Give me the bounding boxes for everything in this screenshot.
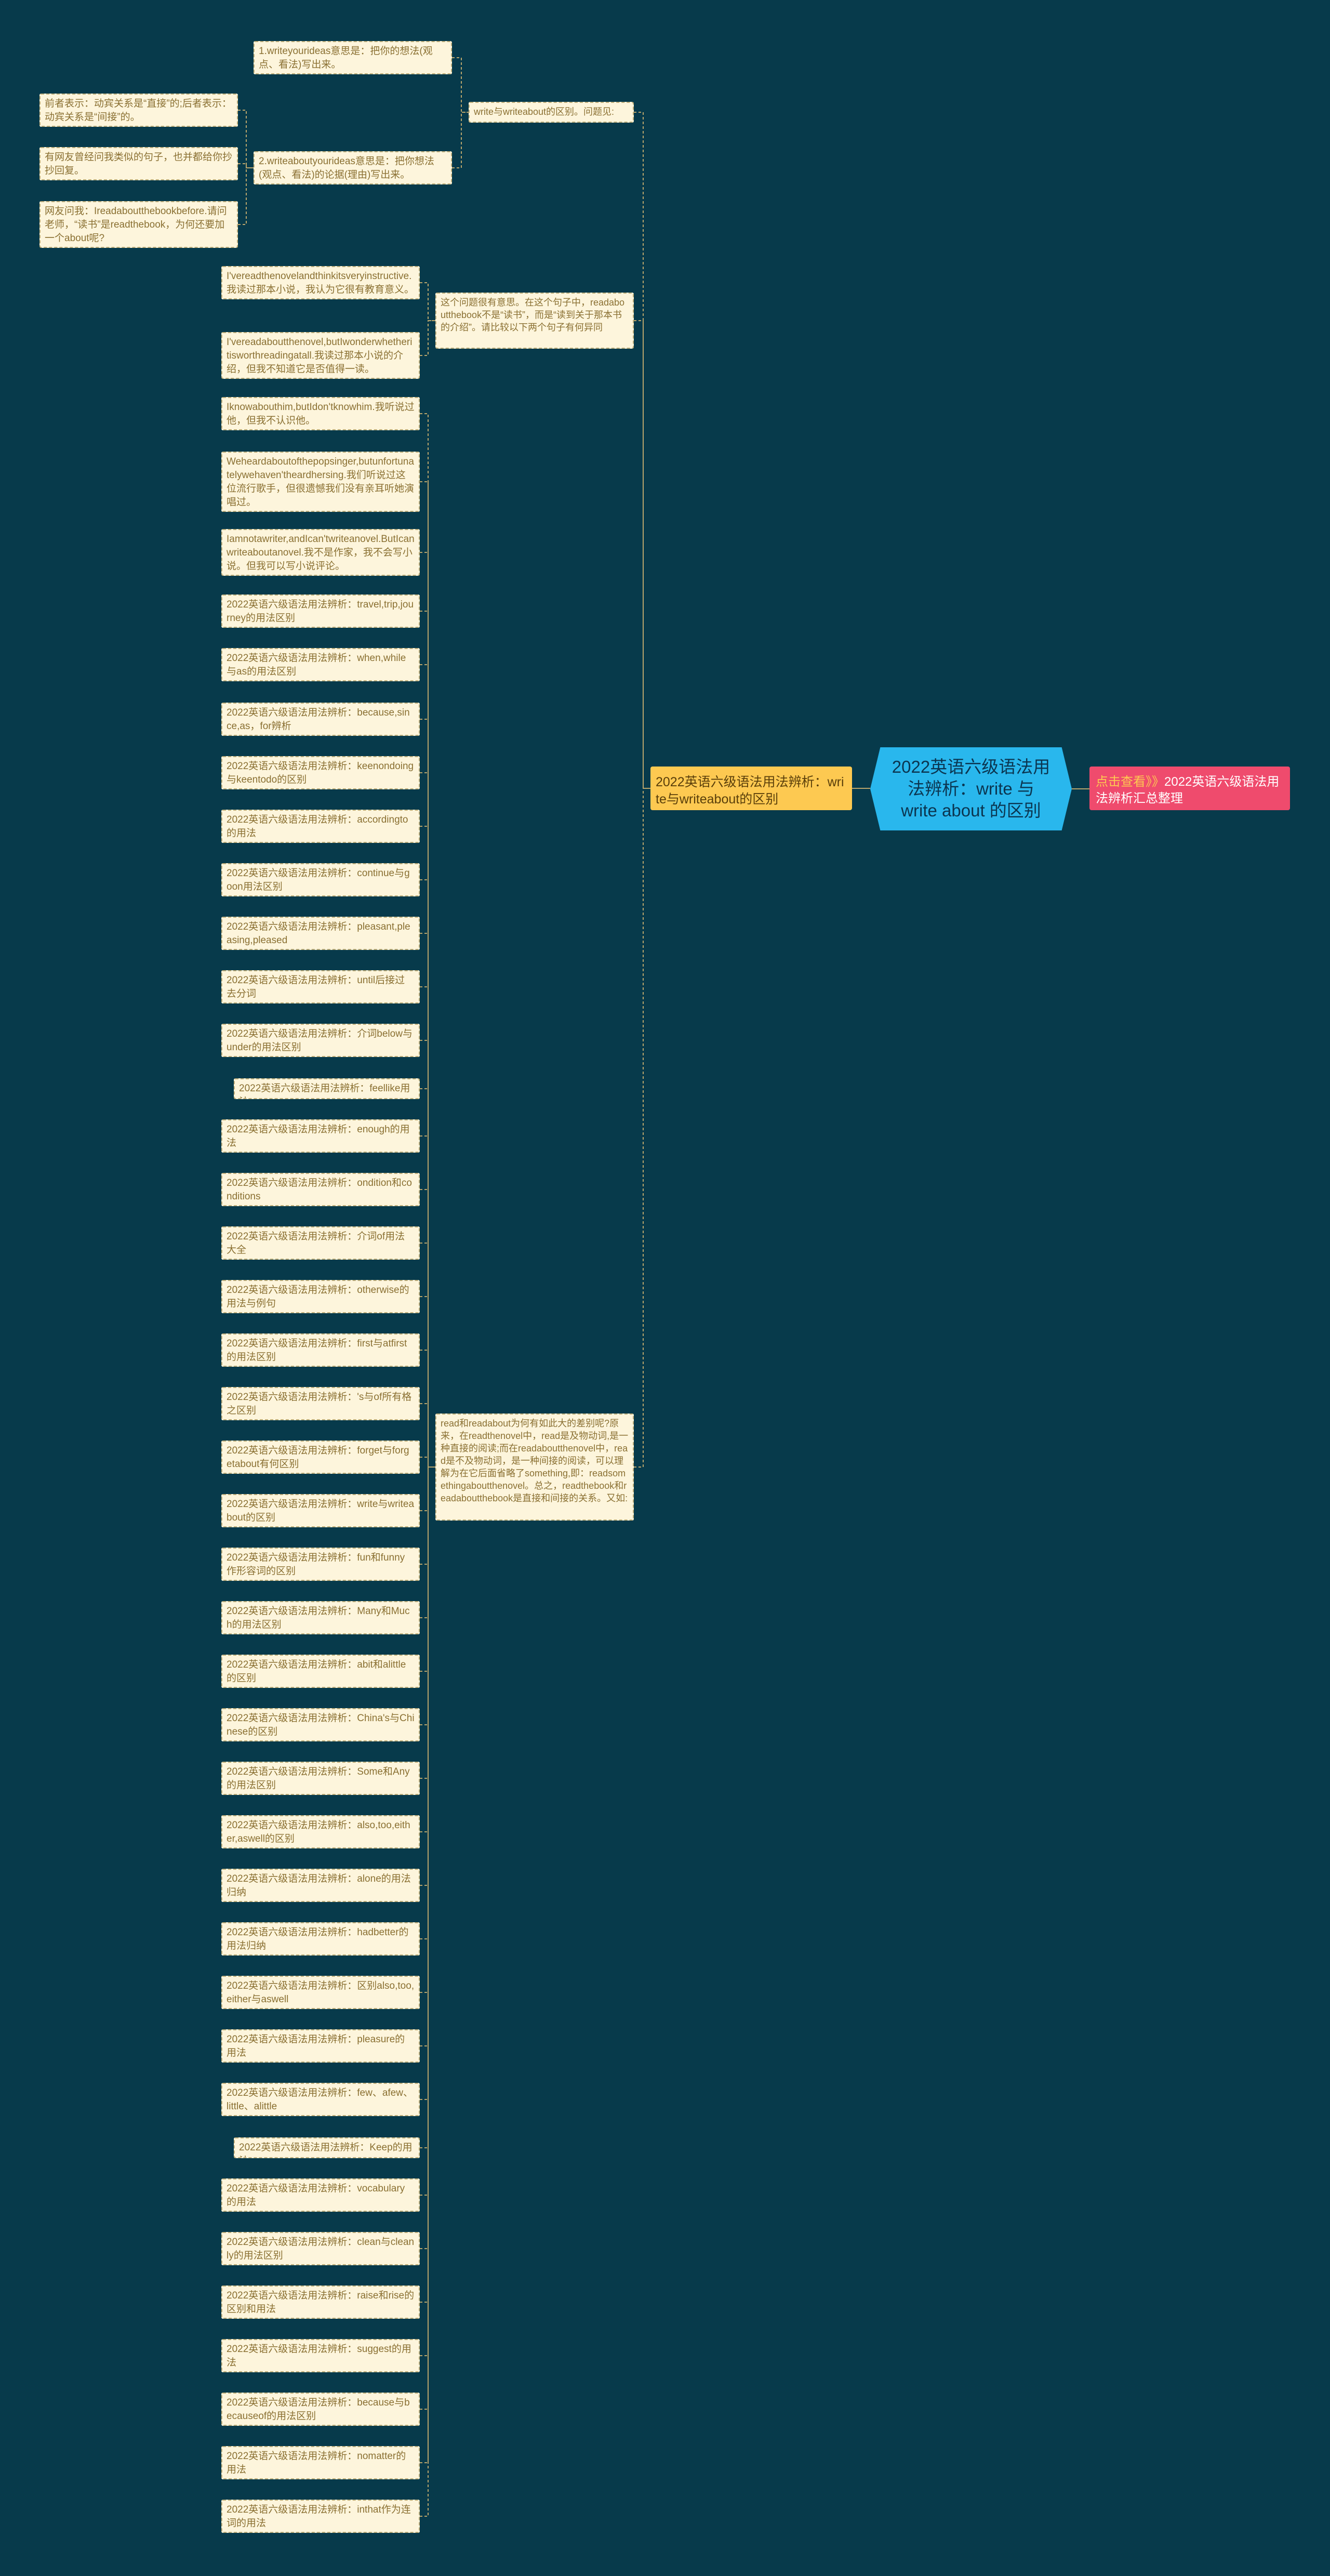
leaf-node-22[interactable]: 2022英语六级语法用法辨析：ondition和conditions bbox=[221, 1173, 420, 1206]
leaf-node-34[interactable]: 2022英语六级语法用法辨析：also,too,either,aswell的区别 bbox=[221, 1815, 420, 1848]
leaf-node-14[interactable]: 2022英语六级语法用法辨析：keenondoing与keentodo的区别 bbox=[221, 756, 420, 789]
leaf-node-33[interactable]: 2022英语六级语法用法辨析：Some和Any的用法区别 bbox=[221, 1762, 420, 1795]
leaf-node-46[interactable]: 2022英语六级语法用法辨析：nomatter的用法 bbox=[221, 2446, 420, 2479]
connector-27 bbox=[420, 1350, 435, 1468]
leaf-node-3[interactable]: 有网友曾经问我类似的句子，也并都给你抄抄回复。 bbox=[39, 147, 238, 180]
leaf-node-30[interactable]: 2022英语六级语法用法辨析：Many和Much的用法区别 bbox=[221, 1601, 420, 1634]
connector-0 bbox=[634, 112, 650, 789]
leaf-node-12[interactable]: 2022英语六级语法用法辨析：when,while与as的用法区别 bbox=[221, 648, 420, 681]
leaf-node-5[interactable]: 网友问我：Ireadaboutthebookbefore.请问老师，“读书”是r… bbox=[39, 201, 238, 248]
connector-7 bbox=[238, 167, 254, 225]
leaf-node-26[interactable]: 2022英语六级语法用法辨析：'s与of所有格之区别 bbox=[221, 1387, 420, 1420]
leaf-node-28[interactable]: 2022英语六级语法用法辨析：write与writeabout的区别 bbox=[221, 1494, 420, 1527]
leaf-node-8[interactable]: Iknowabouthim,butIdon'tknowhim.我听说过他，但我不… bbox=[221, 397, 420, 430]
leaf-node-47[interactable]: 2022英语六级语法用法辨析：inthat作为连词的用法 bbox=[221, 2500, 420, 2533]
leaf-node-27[interactable]: 2022英语六级语法用法辨析：forget与forgetabout有何区别 bbox=[221, 1441, 420, 1474]
leaf-node-10[interactable]: Iamnotawriter,andIcan'twriteanovel.ButIc… bbox=[221, 529, 420, 576]
mid-node-readabout-explanation[interactable]: 这个问题很有意思。在这个句子中，readaboutthebook不是“读书”，而… bbox=[435, 293, 634, 349]
leaf-node-20[interactable]: 2022英语六级语法用法辨析：feellike用法 bbox=[234, 1078, 420, 1099]
summary-link-arrow: 点击查看》》 bbox=[1096, 775, 1164, 789]
leaf-node-11[interactable]: 2022英语六级语法用法辨析：travel,trip,journey的用法区别 bbox=[221, 595, 420, 628]
leaf-node-37[interactable]: 2022英语六级语法用法辨析：区别also,too,either与aswell bbox=[221, 1976, 420, 2009]
leaf-node-9[interactable]: Weheardaboutofthepopsinger,butunfortunat… bbox=[221, 452, 420, 512]
connector-2 bbox=[634, 788, 650, 1468]
connector-48 bbox=[420, 1467, 435, 2463]
leaf-node-7[interactable]: I'vereadaboutthenovel,butIwonderwhetheri… bbox=[221, 332, 420, 379]
connector-3 bbox=[452, 57, 469, 113]
mid-node-read-difference[interactable]: read和readabout为何有如此大的差别呢?原来，在readthenove… bbox=[435, 1414, 634, 1521]
connector-1 bbox=[634, 320, 650, 789]
leaf-node-41[interactable]: 2022英语六级语法用法辨析：vocabulary的用法 bbox=[221, 2178, 420, 2212]
connector-5 bbox=[238, 110, 254, 168]
leaf-node-6[interactable]: I'vereadthenovelandthinkitsveryinstructi… bbox=[221, 266, 420, 299]
root-node[interactable]: 2022英语六级语法用法辨析：write 与write about 的区别 bbox=[870, 747, 1072, 830]
leaf-node-24[interactable]: 2022英语六级语法用法辨析：otherwise的用法与例句 bbox=[221, 1280, 420, 1313]
leaf-node-40[interactable]: 2022英语六级语法用法辨析：Keep的用法 bbox=[234, 2137, 420, 2158]
leaf-node-13[interactable]: 2022英语六级语法用法辨析：because,since,as，for辨析 bbox=[221, 703, 420, 736]
mid-node-write-question[interactable]: write与writeabout的区别。问题见: bbox=[469, 102, 634, 123]
summary-link-text: 2022英语六级语法用法辨析汇总整理 bbox=[1096, 775, 1280, 805]
connector-4 bbox=[452, 112, 469, 168]
leaf-node-21[interactable]: 2022英语六级语法用法辨析：enough的用法 bbox=[221, 1119, 420, 1153]
leaf-node-16[interactable]: 2022英语六级语法用法辨析：continue与goon用法区别 bbox=[221, 863, 420, 896]
leaf-node-18[interactable]: 2022英语六级语法用法辨析：until后接过去分词 bbox=[221, 970, 420, 1003]
leaf-node-1[interactable]: 1.writeyourideas意思是：把你的想法(观点、看法)写出来。 bbox=[254, 41, 452, 74]
leaf-node-35[interactable]: 2022英语六级语法用法辨析：alone的用法归纳 bbox=[221, 1869, 420, 1902]
leaf-node-44[interactable]: 2022英语六级语法用法辨析：suggest的用法 bbox=[221, 2339, 420, 2372]
connector-9 bbox=[420, 320, 435, 356]
summary-link-node[interactable]: 点击查看》》2022英语六级语法用法辨析汇总整理 bbox=[1089, 767, 1290, 810]
leaf-node-4[interactable]: 2.writeaboutyourideas意思是：把你想法(观点、看法)的论据(… bbox=[254, 151, 452, 184]
leaf-node-36[interactable]: 2022英语六级语法用法辨析：hadbetter的用法归纳 bbox=[221, 1922, 420, 1956]
leaf-node-42[interactable]: 2022英语六级语法用法辨析：clean与cleanly的用法区别 bbox=[221, 2232, 420, 2265]
connector-8 bbox=[420, 282, 435, 321]
leaf-node-39[interactable]: 2022英语六级语法用法辨析：few、afew、little、alittle bbox=[221, 2083, 420, 2116]
leaf-node-38[interactable]: 2022英语六级语法用法辨析：pleasure的用法 bbox=[221, 2029, 420, 2063]
leaf-node-2[interactable]: 前者表示：动宾关系是“直接”的;后者表示：动宾关系是“间接”的。 bbox=[39, 94, 238, 127]
leaf-node-15[interactable]: 2022英语六级语法用法辨析：accordingto的用法 bbox=[221, 810, 420, 843]
branch-node[interactable]: 2022英语六级语法用法辨析：write与writeabout的区别 bbox=[650, 767, 852, 810]
leaf-node-43[interactable]: 2022英语六级语法用法辨析：raise和rise的区别和用法 bbox=[221, 2286, 420, 2319]
leaf-node-17[interactable]: 2022英语六级语法用法辨析：pleasant,pleasing,pleased bbox=[221, 917, 420, 950]
leaf-node-25[interactable]: 2022英语六级语法用法辨析：first与atfirst的用法区别 bbox=[221, 1333, 420, 1367]
connector-6 bbox=[238, 163, 254, 168]
leaf-node-31[interactable]: 2022英语六级语法用法辨析：abit和alittle的区别 bbox=[221, 1655, 420, 1688]
leaf-node-32[interactable]: 2022英语六级语法用法辨析：China's与Chinese的区别 bbox=[221, 1708, 420, 1741]
leaf-node-19[interactable]: 2022英语六级语法用法辨析：介词below与under的用法区别 bbox=[221, 1024, 420, 1057]
leaf-node-45[interactable]: 2022英语六级语法用法辨析：because与becauseof的用法区别 bbox=[221, 2393, 420, 2426]
leaf-node-29[interactable]: 2022英语六级语法用法辨析：fun和funny作形容词的区别 bbox=[221, 1548, 420, 1581]
leaf-node-23[interactable]: 2022英语六级语法用法辨析：介词of用法大全 bbox=[221, 1226, 420, 1260]
